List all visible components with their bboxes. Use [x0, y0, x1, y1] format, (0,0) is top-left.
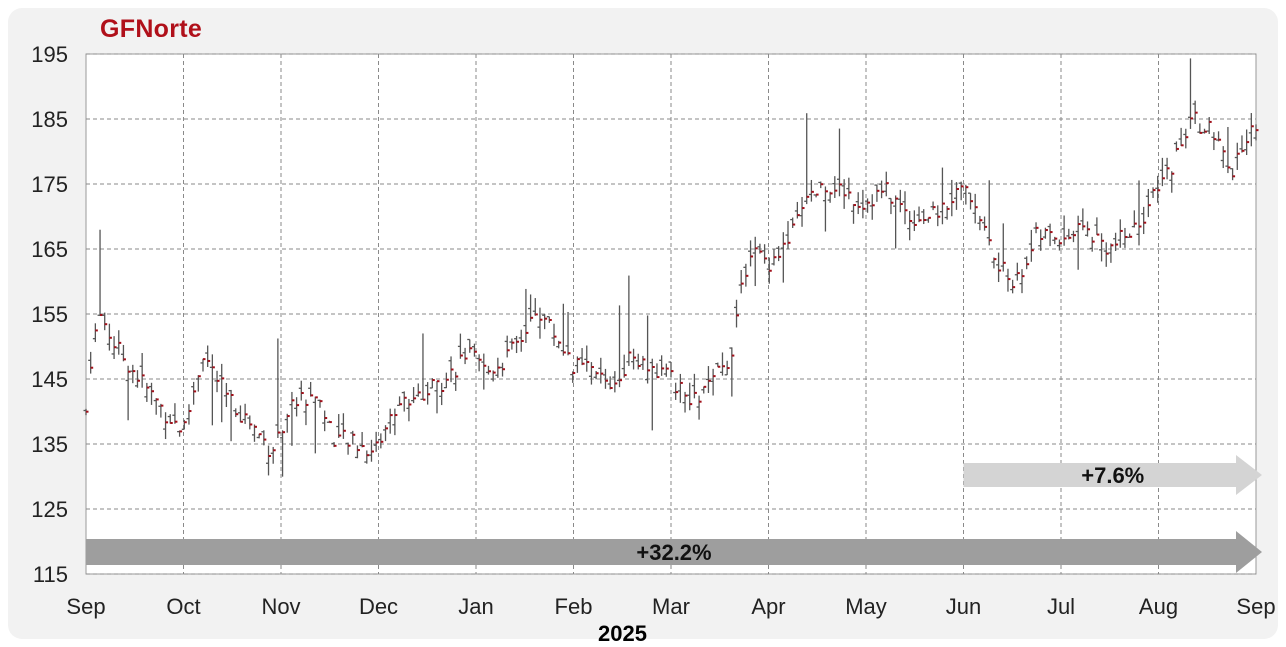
x-tick-label: Apr: [751, 594, 785, 619]
x-axis-tick-labels: Sep Oct Nov Dec Jan Feb Mar Apr May Jun Jul Aug Sep: [66, 594, 1275, 619]
y-axis-tick-labels: 195 185 175 165 155 145 135 125 115: [31, 42, 68, 587]
performance-label: +32.2%: [636, 540, 711, 565]
y-tick-label: 175: [31, 172, 68, 197]
y-tick-label: 115: [33, 562, 68, 587]
performance-label: +7.6%: [1081, 463, 1144, 488]
x-tick-label: Sep: [66, 594, 105, 619]
y-tick-label: 195: [31, 42, 68, 67]
y-tick-label: 125: [31, 497, 68, 522]
x-tick-label: Jun: [946, 594, 981, 619]
y-tick-label: 135: [31, 432, 68, 457]
x-tick-label: Jul: [1047, 594, 1075, 619]
x-tick-label: Jan: [458, 594, 493, 619]
x-tick-label: Oct: [166, 594, 200, 619]
x-tick-label: Feb: [555, 594, 593, 619]
x-axis-year-label: 2025: [598, 621, 647, 646]
grid-lines: [86, 53, 1256, 575]
x-tick-label: Sep: [1236, 594, 1275, 619]
y-tick-label: 185: [31, 107, 68, 132]
x-tick-label: Nov: [261, 594, 300, 619]
performance-arrow: [963, 455, 1262, 495]
y-tick-label: 155: [31, 302, 68, 327]
x-tick-label: Mar: [652, 594, 690, 619]
x-tick-label: Dec: [359, 594, 398, 619]
performance-arrows: +7.6% +32.2%: [86, 455, 1262, 573]
chart-title: GFNorte: [100, 15, 203, 43]
x-tick-label: Aug: [1139, 594, 1178, 619]
x-tick-label: May: [845, 594, 887, 619]
y-tick-label: 165: [31, 237, 68, 262]
y-tick-label: 145: [31, 367, 68, 392]
performance-arrow: [86, 531, 1262, 573]
price-bars: [83, 58, 1259, 477]
